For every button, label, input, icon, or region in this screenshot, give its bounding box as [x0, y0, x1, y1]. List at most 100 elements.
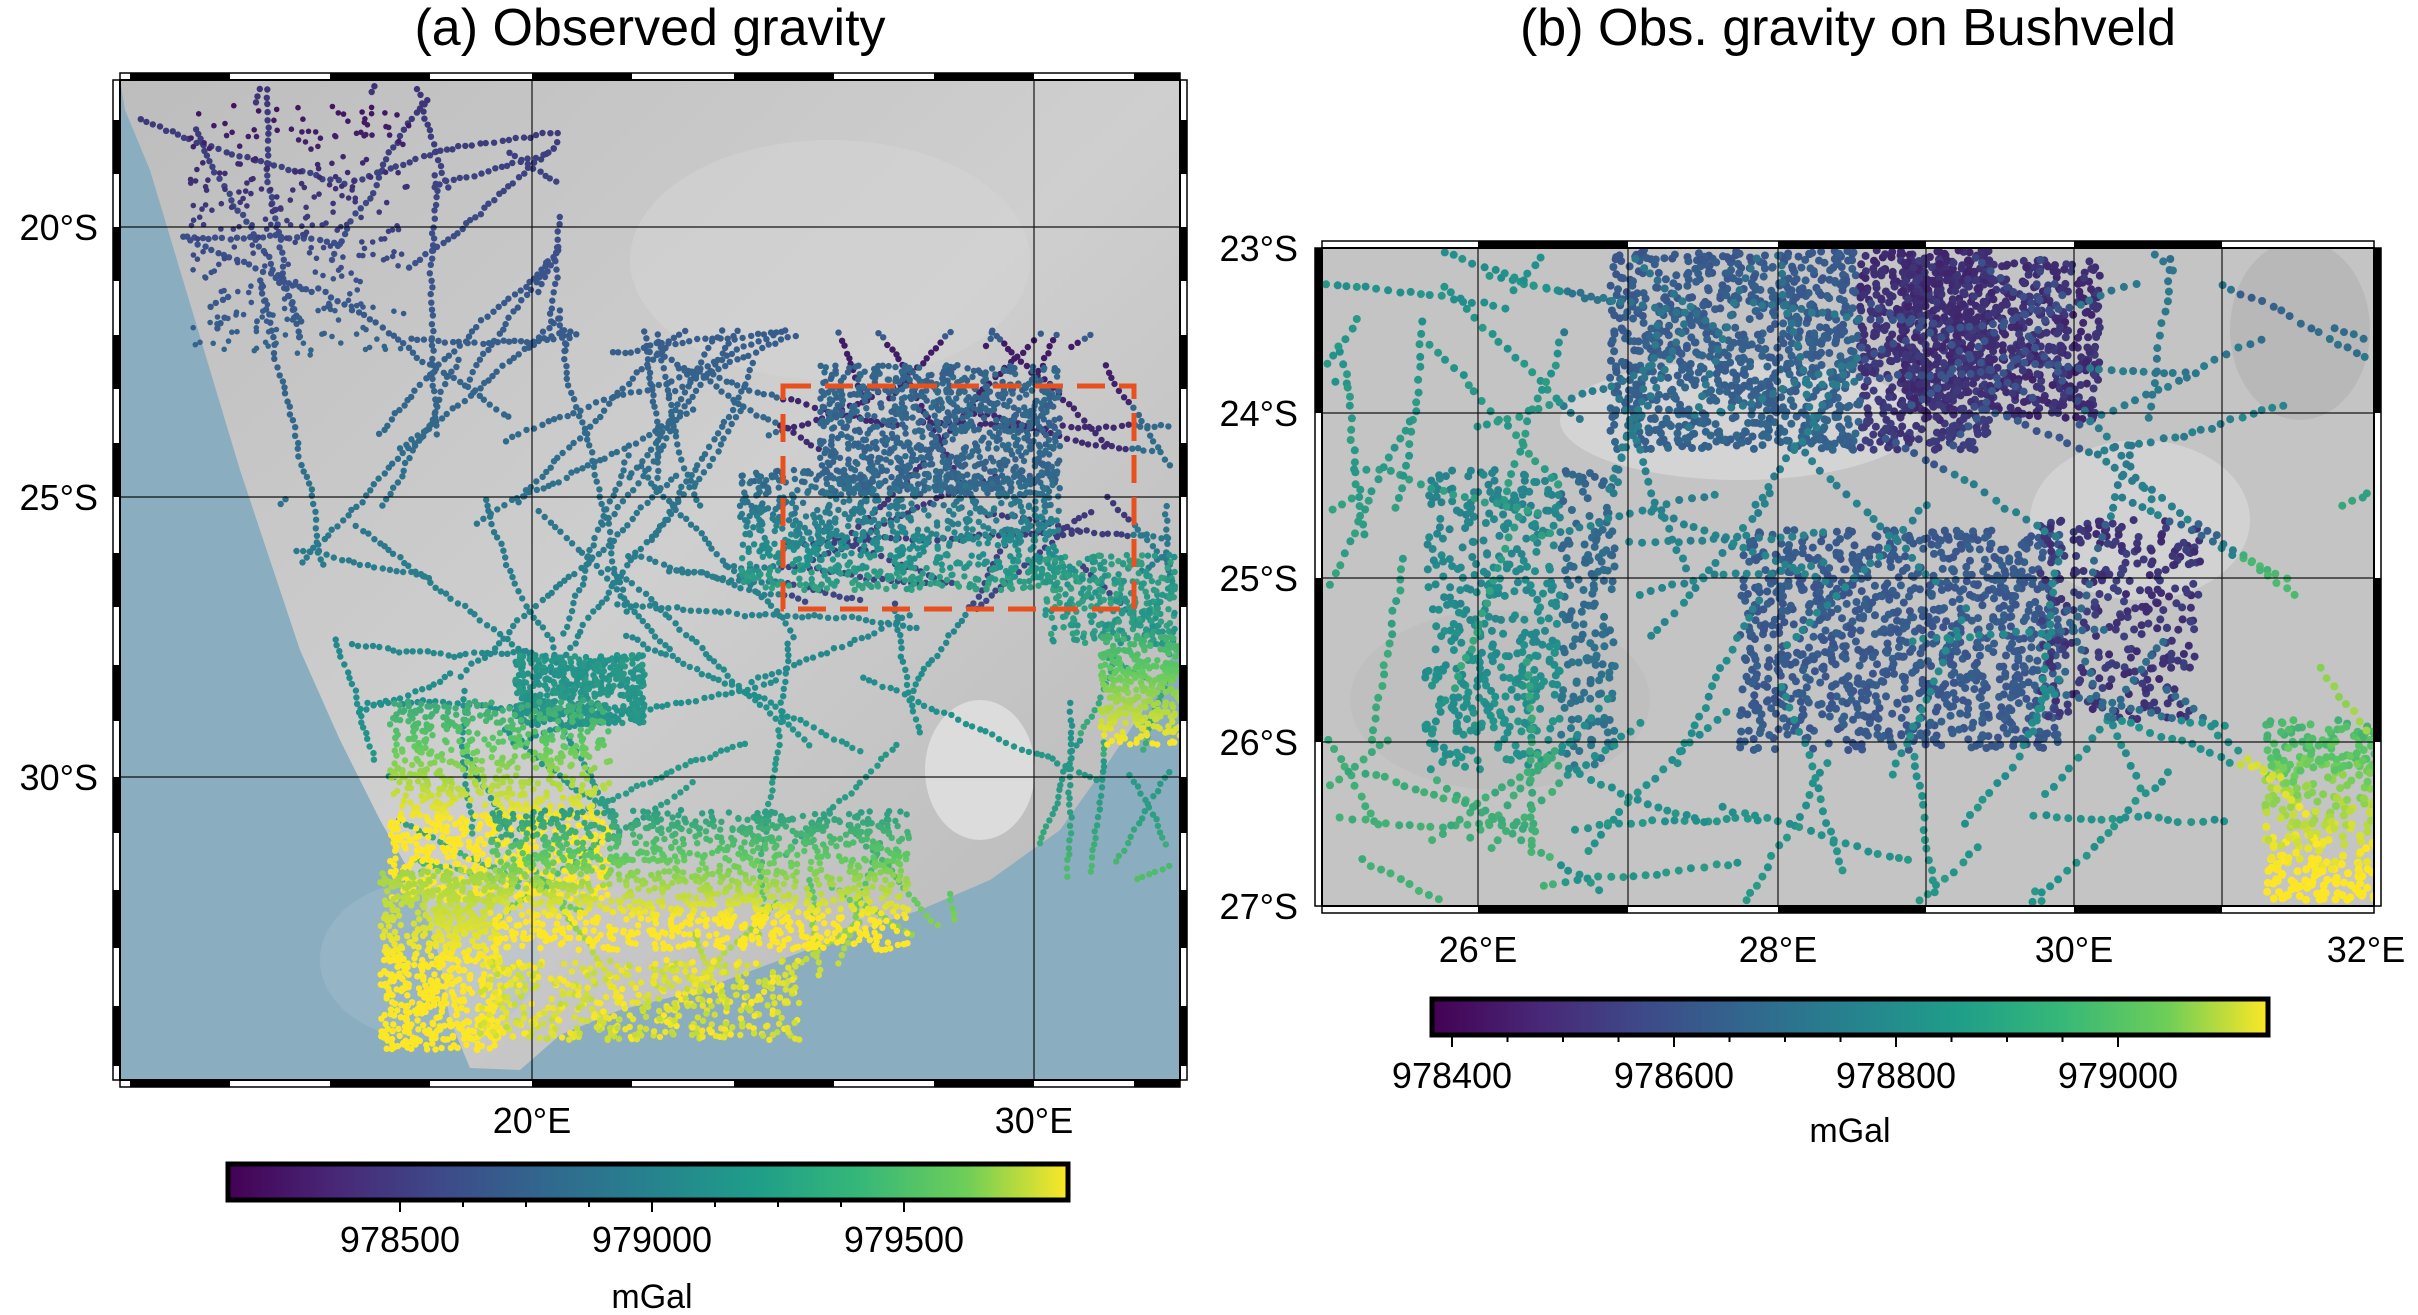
observation-point	[436, 678, 444, 685]
observation-point	[257, 157, 265, 165]
observation-point	[662, 373, 669, 381]
observation-point	[694, 665, 701, 673]
observation-point	[614, 389, 621, 396]
observation-point	[851, 565, 858, 572]
observation-point	[676, 374, 683, 381]
observation-point	[743, 690, 750, 697]
observation-point	[649, 398, 657, 405]
observation-point	[844, 440, 852, 447]
observation-point	[776, 733, 783, 740]
observation-point	[867, 529, 874, 536]
observation-point	[279, 249, 286, 256]
observation-point	[725, 608, 732, 615]
observation-point	[586, 546, 593, 554]
observation-point	[902, 453, 909, 460]
observation-point	[1084, 718, 1091, 726]
observation-point	[624, 562, 631, 569]
observation-point	[721, 949, 728, 957]
observation-point	[621, 601, 628, 608]
observation-point	[646, 348, 653, 356]
observation-point	[815, 524, 822, 531]
observation-point	[909, 708, 917, 715]
observation-point	[791, 661, 798, 669]
observation-point	[451, 653, 458, 661]
observation-point	[408, 393, 415, 401]
observation-point	[762, 584, 769, 591]
observation-point	[854, 460, 861, 467]
observation-point	[771, 766, 779, 773]
observation-point	[1055, 527, 1062, 534]
observation-point	[1159, 553, 1167, 561]
observation-point	[312, 516, 320, 523]
observation-point	[950, 910, 958, 917]
observation-point	[1150, 723, 1157, 730]
observation-point	[853, 784, 860, 791]
observation-point	[943, 432, 950, 439]
observation-point	[1096, 806, 1104, 813]
observation-point	[438, 169, 445, 177]
observation-point	[507, 832, 515, 839]
observation-point	[1097, 792, 1105, 800]
observation-point	[699, 644, 706, 652]
observation-point	[814, 506, 821, 514]
observation-point	[696, 502, 704, 509]
observation-point	[652, 558, 659, 565]
observation-point	[169, 128, 176, 135]
observation-point	[934, 652, 941, 660]
observation-point	[1153, 816, 1160, 823]
observation-point	[646, 369, 654, 376]
observation-point	[996, 548, 1004, 555]
observation-point	[674, 401, 681, 408]
observation-point	[891, 444, 898, 451]
observation-point	[468, 328, 476, 335]
observation-point	[1052, 556, 1059, 564]
observation-point	[1108, 652, 1115, 660]
observation-point	[937, 482, 945, 489]
observation-point	[922, 410, 929, 417]
observation-point	[419, 100, 426, 107]
observation-point	[295, 453, 302, 460]
observation-point	[635, 613, 642, 620]
observation-point	[379, 565, 386, 572]
observation-point	[454, 402, 461, 409]
observation-point	[855, 426, 862, 433]
observation-point	[875, 330, 882, 337]
observation-point	[731, 582, 738, 589]
observation-point	[775, 591, 782, 598]
observation-point	[729, 406, 737, 414]
observation-point	[265, 124, 272, 131]
observation-point	[353, 700, 361, 708]
observation-point	[667, 510, 675, 518]
observation-point	[401, 402, 408, 409]
observation-point	[772, 340, 779, 347]
observation-point	[587, 423, 594, 430]
observation-point	[860, 533, 867, 540]
observation-point	[963, 525, 970, 532]
observation-point	[801, 598, 809, 605]
observation-point	[600, 546, 607, 554]
observation-point	[496, 330, 503, 337]
observation-point	[420, 428, 428, 435]
observation-point	[943, 639, 950, 646]
observation-point	[941, 438, 949, 446]
observation-point	[1113, 858, 1120, 865]
observation-point	[651, 633, 659, 640]
observation-point	[545, 149, 552, 156]
observation-point	[886, 489, 894, 497]
observation-point	[429, 382, 436, 389]
observation-point	[500, 337, 507, 344]
observation-point	[1099, 768, 1107, 775]
observation-point	[642, 590, 650, 597]
observation-point	[218, 234, 226, 242]
observation-point	[918, 670, 925, 678]
observation-point	[1042, 578, 1050, 586]
observation-point	[550, 145, 557, 152]
observation-point	[487, 650, 494, 658]
observation-point	[674, 656, 682, 664]
observation-point	[844, 561, 851, 569]
observation-point	[853, 408, 860, 415]
observation-point	[524, 155, 531, 162]
observation-point	[846, 355, 853, 362]
observation-point	[983, 558, 990, 565]
observation-point	[484, 502, 491, 509]
